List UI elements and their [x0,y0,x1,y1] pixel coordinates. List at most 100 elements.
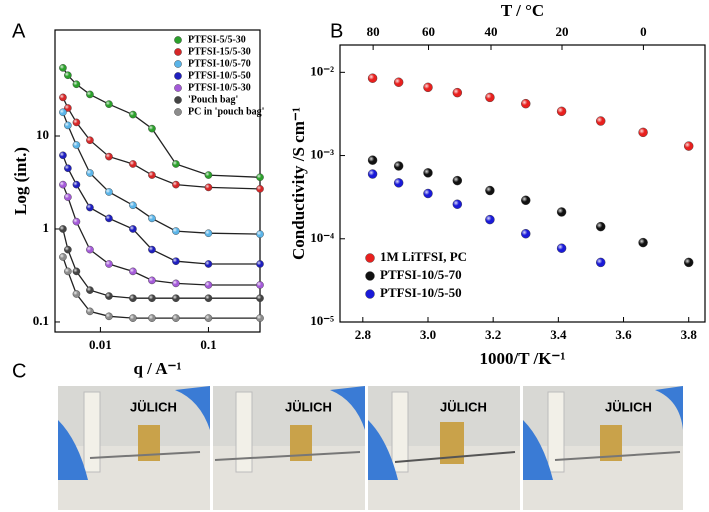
point-shine [72,218,81,226]
svg-text:JÜLICH: JÜLICH [605,399,652,414]
y-axis-label: Conductivity /S cm⁻¹ [289,107,308,260]
point-shine [172,294,180,302]
legend-label: PTFSI-10/5-50 [380,285,462,300]
point-shine [148,314,156,322]
fit-line [62,97,261,190]
photo: JÜLICH [523,386,683,510]
photo: JÜLICH [58,386,210,510]
x-tick-label: 3.0 [420,327,436,342]
y-tick-label: 0.1 [33,313,49,328]
x-tick-label: 3.6 [615,327,632,342]
point-shine [72,141,81,149]
x-tick-label: 2.8 [355,327,372,342]
point-shine [64,164,72,172]
point-shine [105,312,113,320]
svg-text:JÜLICH: JÜLICH [440,399,487,414]
point-shine [423,82,433,92]
point-shine [204,281,213,289]
point-shine [423,168,433,178]
point-shine [86,90,94,99]
point-shine [59,225,67,233]
legend-marker [174,48,182,56]
point-shine [64,193,72,201]
point-shine [521,195,531,205]
legend-marker [174,84,182,92]
point-shine [684,257,694,267]
y-tick-label: 10⁻² [310,63,334,78]
point-shine [204,229,213,237]
x-tick-label: 0.1 [200,337,216,352]
y-tick-label: 10⁻³ [310,147,334,162]
x2-tick-label: 0 [640,24,647,39]
point-shine [204,294,213,302]
point-shine [521,229,531,239]
point-shine [59,108,67,116]
y-tick-label: 10 [36,127,49,142]
point-shine [485,92,495,102]
x2-tick-label: 40 [485,24,498,39]
point-shine [557,207,567,217]
point-shine [148,246,156,254]
legend-marker [174,108,182,116]
panel-label: C [12,360,26,382]
panel-label: B [330,20,343,42]
point-shine [596,257,606,267]
point-shine [394,77,404,87]
plot-frame [339,44,706,323]
point-shine [129,225,137,233]
point-shine [368,169,378,179]
legend-marker [365,253,375,263]
legend-label: PC in 'pouch bag' [188,106,265,117]
point-shine [172,279,180,287]
point-shine [72,80,81,88]
point-shine [368,155,378,165]
fit-line [62,184,260,286]
legend-label: PTFSI-10/5-70 [380,267,462,282]
x-axis-label: q / A⁻¹ [133,359,181,378]
point-shine [59,93,67,102]
point-shine [129,267,137,275]
point-shine [86,307,94,315]
point-shine [105,214,113,222]
point-shine [105,153,113,161]
legend-marker [174,60,182,68]
point-shine [256,260,264,268]
point-shine [86,286,94,294]
x2-axis-label: T / °C [501,1,544,20]
point-shine [148,294,156,302]
point-shine [172,314,180,322]
point-shine [256,314,264,322]
point-shine [256,185,264,193]
point-shine [485,186,495,196]
point-shine [72,290,81,298]
point-shine [64,71,72,79]
legend-label: PTFSI-15/5-30 [188,46,251,57]
point-shine [204,171,213,179]
point-shine [452,199,462,209]
point-shine [129,110,137,119]
fit-line [62,256,260,319]
point-shine [256,230,264,238]
point-shine [596,222,606,232]
point-shine [148,171,156,179]
point-shine [485,215,495,225]
point-shine [129,314,137,322]
legend-marker [174,36,182,44]
x-tick-label: 3.2 [485,327,501,342]
panel-label: A [12,20,26,42]
point-shine [129,201,137,209]
point-shine [129,160,137,168]
point-shine [596,116,606,126]
y-tick-label: 1 [43,220,50,235]
point-shine [59,253,67,261]
point-shine [59,151,67,159]
point-shine [423,188,433,198]
point-shine [452,176,462,186]
point-shine [59,64,67,72]
point-shine [204,314,213,322]
svg-text:JÜLICH: JÜLICH [285,399,332,414]
x-tick-label: 3.8 [681,327,698,342]
legend-label: PTFSI-10/5-70 [188,58,251,69]
x2-tick-label: 60 [422,24,435,39]
legend-label: PTFSI-5/5-30 [188,34,246,45]
